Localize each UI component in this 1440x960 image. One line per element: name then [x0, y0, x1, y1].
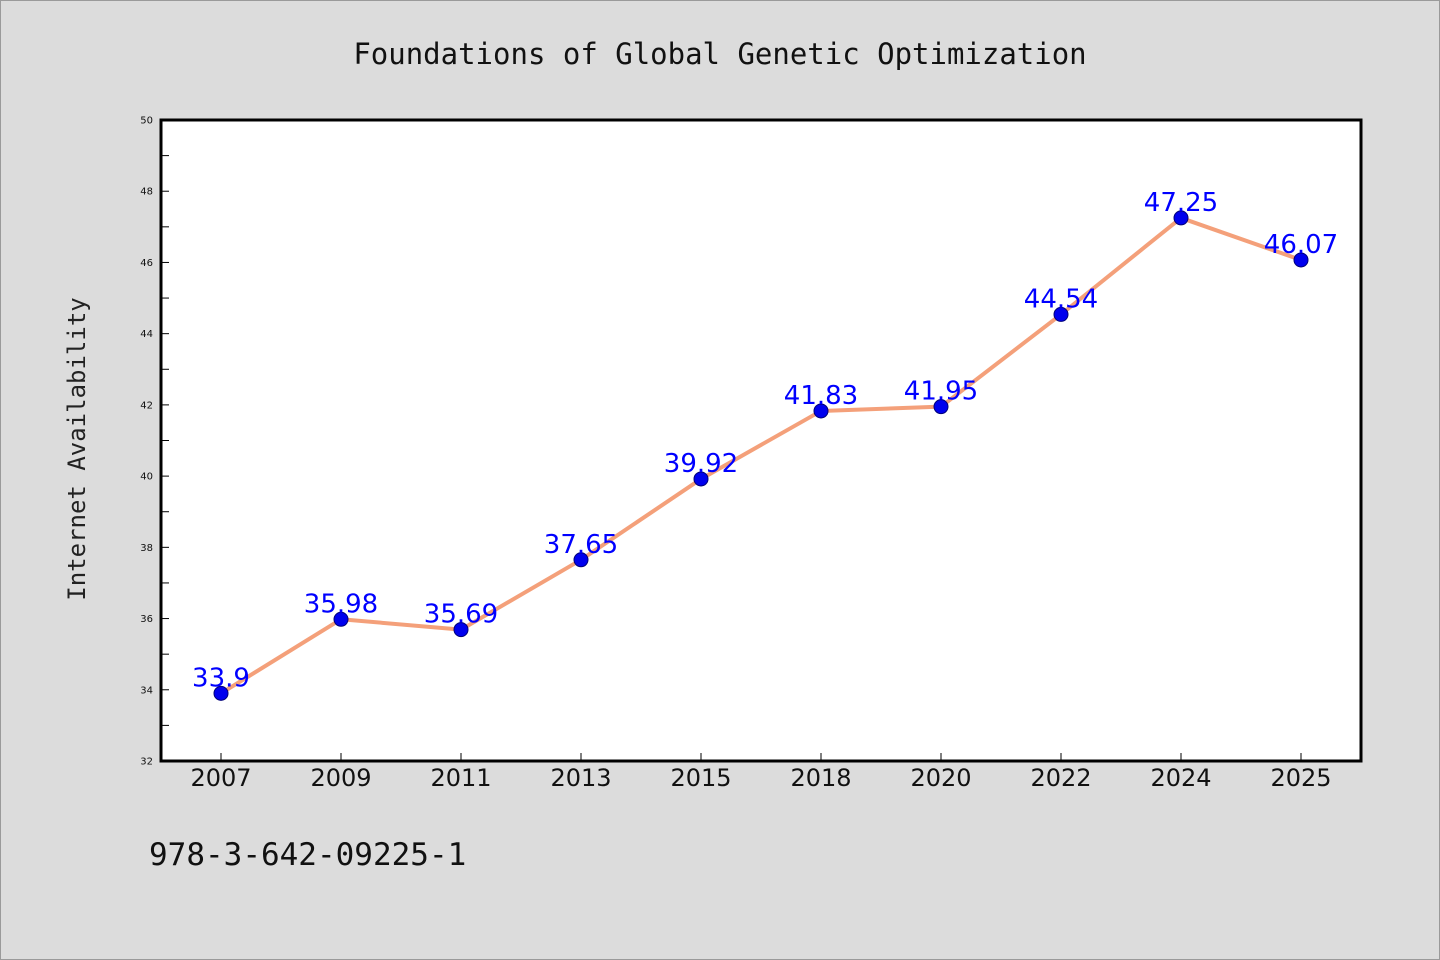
data-label: 47.25	[1144, 188, 1218, 218]
data-labels: 33.9 35.98 35.69 37.65 39.92 41.83 41.95 44.54 4…	[192, 188, 1338, 693]
y-axis-ticks: 32 34 36 38 40 42 44 46 48 50	[140, 116, 169, 768]
data-point	[1173, 210, 1189, 226]
data-label: 46.07	[1264, 230, 1338, 260]
y-tick-label: 50	[140, 116, 153, 127]
x-tick-label: 2013	[550, 764, 611, 792]
data-point	[333, 611, 349, 627]
isbn-footer: 978-3-642-09225-1	[149, 837, 466, 873]
x-tick-label: 2018	[790, 764, 851, 792]
data-label: 41.83	[784, 381, 858, 411]
series-line	[219, 215, 1303, 696]
data-label: 41.95	[904, 377, 978, 407]
data-point	[573, 552, 589, 568]
data-label: 33.9	[192, 663, 250, 693]
x-tick-label: 2009	[310, 764, 371, 792]
y-tick-label: 36	[140, 614, 153, 625]
x-tick-label: 2011	[430, 764, 491, 792]
y-tick-label: 48	[140, 187, 153, 198]
y-axis-label: Internet Availability	[63, 297, 91, 600]
data-point	[693, 471, 709, 487]
data-point	[1053, 306, 1069, 322]
x-tick-label: 2007	[190, 764, 251, 792]
x-axis-ticks: 2007 2009 2011 2013 2015 2018 2020 2022 2024 2025	[190, 753, 1332, 792]
data-point	[933, 399, 949, 415]
x-tick-label: 2015	[670, 764, 731, 792]
y-tick-label: 34	[140, 685, 153, 696]
y-tick-label: 46	[140, 258, 153, 269]
y-tick-label: 44	[140, 329, 153, 340]
x-tick-label: 2024	[1150, 764, 1211, 792]
data-point	[1293, 252, 1309, 268]
series	[213, 210, 1309, 701]
data-label: 35.69	[424, 600, 498, 630]
chart-title: Foundations of Global Genetic Optimizati…	[353, 37, 1086, 71]
data-label: 35.98	[304, 589, 378, 619]
y-tick-label: 32	[140, 757, 153, 768]
y-tick-label: 40	[140, 472, 153, 483]
data-label: 44.54	[1024, 284, 1098, 314]
x-tick-label: 2020	[910, 764, 971, 792]
data-point	[813, 403, 829, 419]
data-label: 39.92	[664, 449, 738, 479]
data-point	[453, 622, 469, 638]
data-point	[213, 685, 229, 701]
x-tick-label: 2022	[1030, 764, 1091, 792]
x-tick-label: 2025	[1270, 764, 1331, 792]
data-label: 37.65	[544, 530, 618, 560]
y-tick-label: 42	[140, 400, 153, 411]
plot-area	[159, 118, 1363, 763]
y-tick-label: 38	[140, 543, 153, 554]
